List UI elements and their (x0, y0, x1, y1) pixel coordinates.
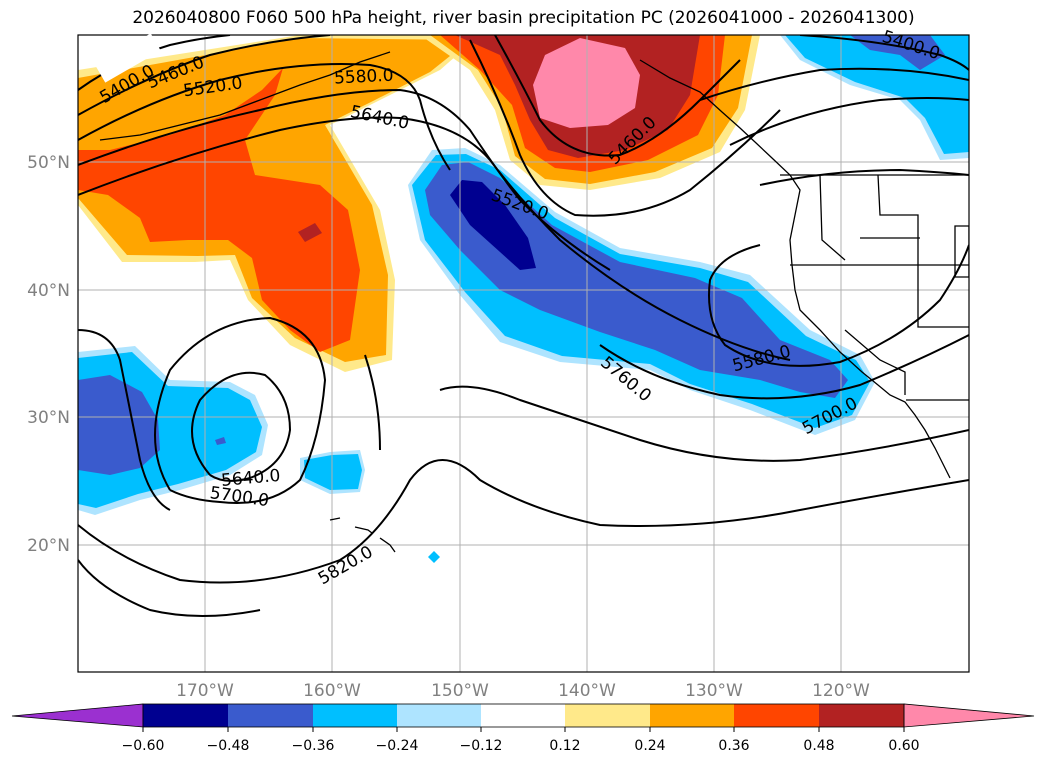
contour-5640-band (78, 116, 791, 361)
colorbar-tick-label: −0.60 (122, 738, 165, 754)
lon-label-170w: 170°W (176, 681, 234, 701)
lat-label-20n: 20°N (27, 536, 70, 556)
lon-label-150w: 150°W (431, 681, 489, 701)
anomaly-blue-sw (78, 375, 160, 475)
contour-5580-nw (78, 88, 611, 271)
contour-5640-ne (729, 97, 969, 146)
anomaly-dot-hawaii (428, 551, 440, 563)
contour-5760 (439, 385, 969, 462)
colorbar-extend-max (903, 703, 1035, 728)
contour-label-4: 5580.0 (334, 66, 394, 89)
anomaly-blue-band (425, 162, 848, 398)
colorbar-tick-label: 0.36 (718, 738, 749, 754)
anomaly-cyan-small (304, 454, 362, 490)
colorbar: −0.60 −0.48 −0.36 −0.24 −0.12 0.12 0.24 … (11, 703, 1035, 754)
colorbar-tick-label: −0.48 (207, 738, 250, 754)
colorbar-tick-label: 0.24 (634, 738, 665, 754)
map-title: 2026040800 F060 500 hPa height, river ba… (132, 8, 915, 28)
coastlines (99, 51, 969, 553)
colorbar-tick-label: 0.12 (549, 738, 580, 754)
anomaly-darkred-nw (298, 223, 322, 242)
colorbar-segment (228, 704, 313, 727)
lon-label-120w: 120°W (812, 681, 870, 701)
lat-label-50n: 50°N (27, 153, 70, 173)
colorbar-tick-label: 0.60 (888, 738, 919, 754)
anomaly-blue-ne (850, 35, 945, 70)
anomaly-blue-dot-sw (215, 437, 226, 445)
contour-5700-sw (154, 316, 327, 505)
colorbar-tick-label: −0.36 (292, 738, 335, 754)
lat-label-40n: 40°N (27, 281, 70, 301)
lon-axis: 170°W 160°W 150°W 140°W 130°W 120°W (176, 681, 870, 701)
contour-5820 (78, 459, 969, 584)
contour-5400-ne (799, 35, 969, 71)
colorbar-segment (397, 704, 481, 727)
contour-loop-5760-mid (364, 354, 381, 451)
graticule (78, 35, 969, 672)
colorbar-tick-label: −0.24 (376, 738, 419, 754)
contour-5700-ne (759, 168, 969, 186)
contour-5760-sw (78, 329, 171, 511)
colorbar-segment (143, 704, 228, 727)
contour-5580-ne (699, 67, 969, 101)
colorbar-tick-label: −0.12 (460, 738, 503, 754)
precip-fill-layer (78, 35, 969, 672)
contour-5820-sw (78, 559, 261, 617)
contour-5460-goa (494, 35, 741, 157)
colorbar-extend-min (11, 703, 144, 728)
contour-5700-east (599, 334, 969, 400)
lat-label-30n: 30°N (27, 408, 70, 428)
colorbar-segment (650, 704, 734, 727)
height-contours (78, 35, 969, 617)
lon-label-160w: 160°W (303, 681, 361, 701)
colorbar-segment (313, 704, 397, 727)
anomaly-navy-band (450, 180, 536, 270)
contour-5460-nw (78, 35, 331, 116)
colorbar-segment (481, 704, 565, 727)
colorbar-segment (734, 704, 819, 727)
anomaly-red-nw (78, 68, 360, 352)
contour-5520-nw (78, 63, 451, 171)
colorbar-tick-label: 0.48 (803, 738, 834, 754)
colorbar-segment (565, 704, 650, 727)
contour-5580-east (708, 244, 969, 367)
lon-label-130w: 130°W (685, 681, 743, 701)
lat-axis: 50°N 40°N 30°N 20°N (27, 153, 70, 556)
contour-5520-goa (469, 39, 781, 217)
contour-5640-sw (191, 371, 292, 482)
lon-label-140w: 140°W (558, 681, 616, 701)
contour-5400-nw (78, 35, 231, 91)
colorbar-segment (819, 704, 904, 727)
